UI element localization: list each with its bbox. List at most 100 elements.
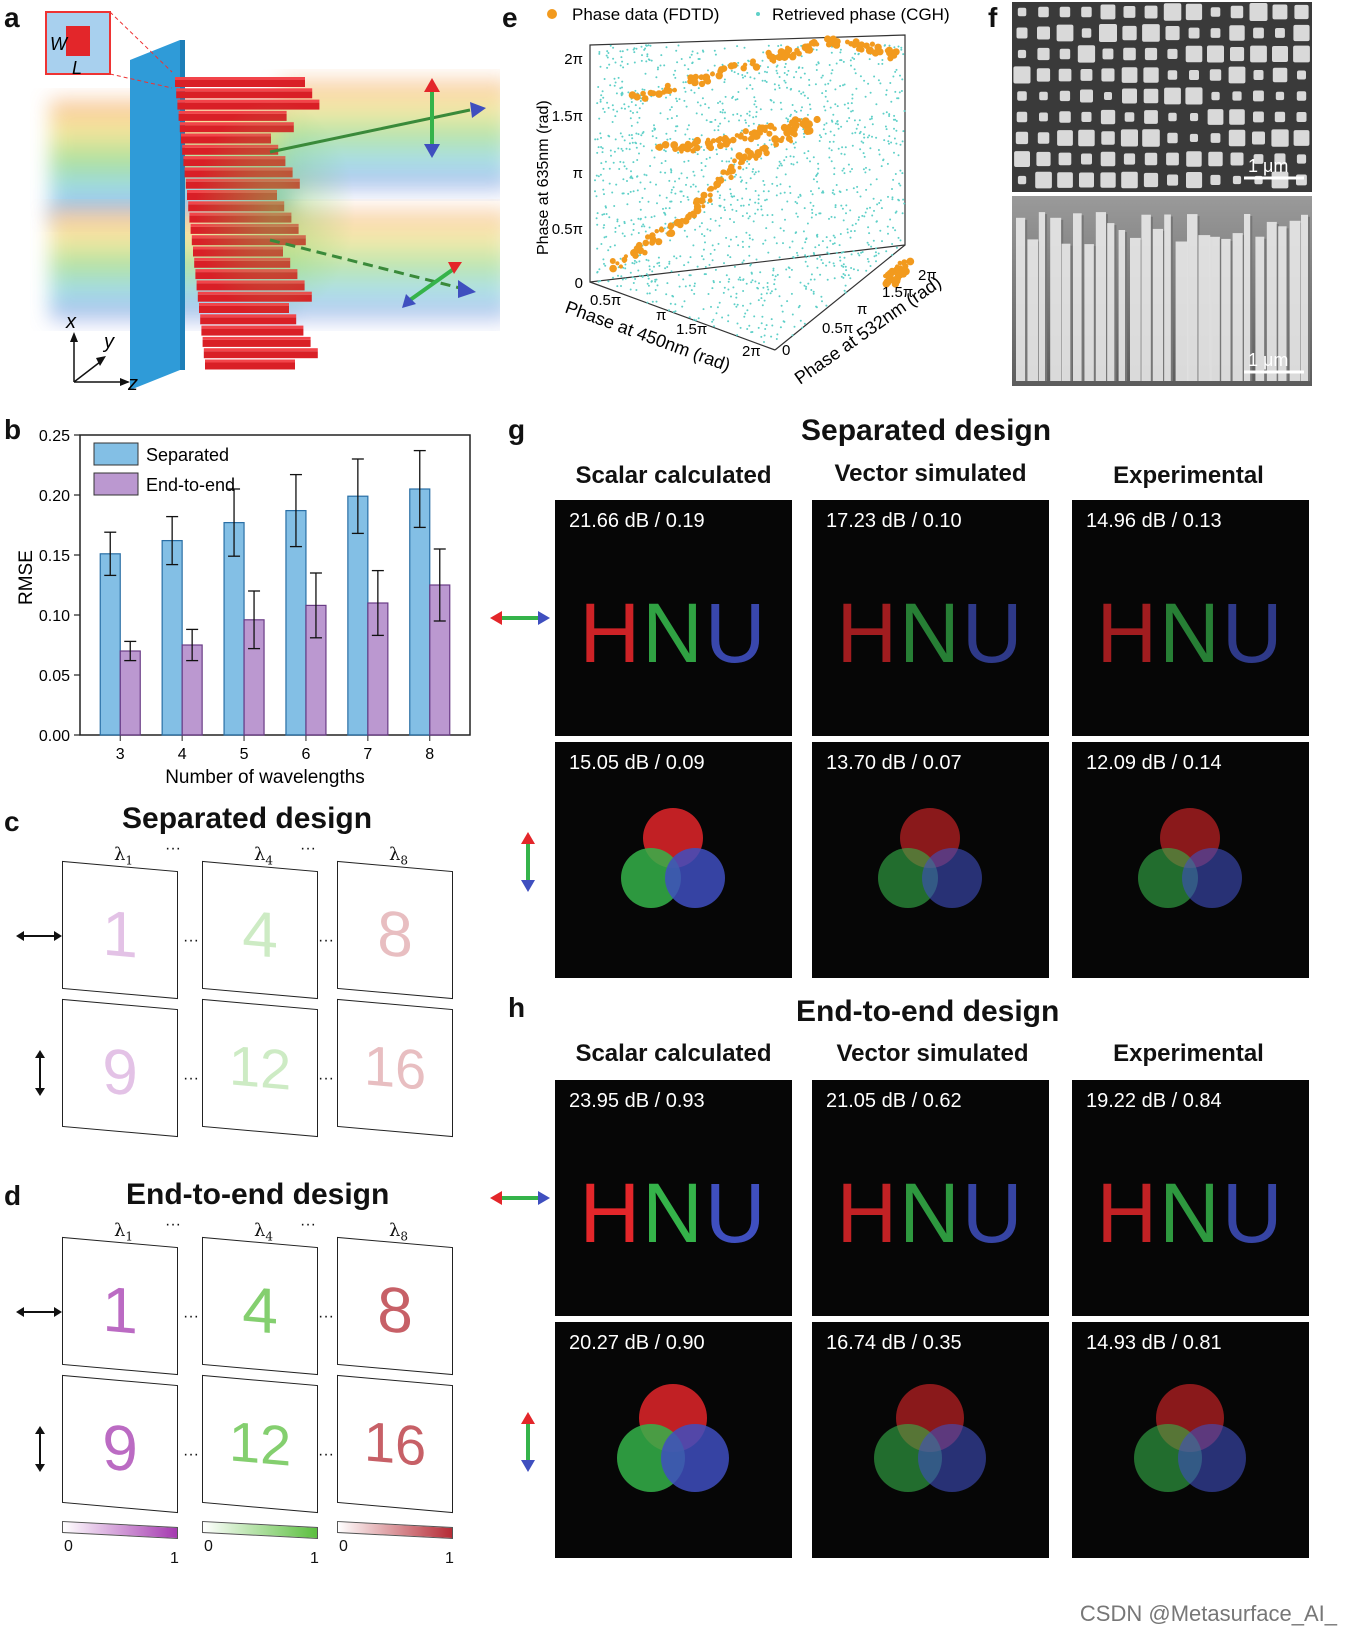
nanopillar-row xyxy=(203,351,318,359)
lambda-label: λ8 xyxy=(389,1220,409,1244)
psnr-ssim-metric: 21.66 dB / 0.19 xyxy=(569,510,705,532)
reconstruction-image: 19.22 dB / 0.84 HNU xyxy=(1072,1080,1309,1316)
hnu-text: HNU xyxy=(579,1165,768,1260)
x-tick-label: 3 xyxy=(116,746,125,763)
plot-frame xyxy=(79,434,471,736)
legend-swatch xyxy=(93,442,139,466)
y-tick-label: 0.05 xyxy=(39,668,70,685)
hologram-digit: 12 xyxy=(228,1033,292,1102)
color-circle xyxy=(896,1384,964,1452)
axis-y-icon xyxy=(73,361,101,383)
color-circle xyxy=(1178,1424,1246,1492)
panel-g-title: Separated design xyxy=(801,414,1052,447)
vertical-polarization-icon xyxy=(521,832,535,892)
psnr-ssim-metric: 23.95 dB / 0.93 xyxy=(569,1090,705,1112)
hnu-text: HNU xyxy=(836,1165,1025,1260)
hologram-frame: 8 xyxy=(337,860,453,1000)
legend-label: End-to-end xyxy=(146,475,235,495)
h-col-vector: Vector simulated xyxy=(836,1040,1029,1067)
colorbar-max-label: 1 xyxy=(445,1550,454,1567)
hnu-text: HNU xyxy=(1096,585,1285,680)
hnu-text: HNU xyxy=(1096,1165,1285,1260)
e-ylabel: Phase at 635nm (rad) xyxy=(535,100,552,255)
vertical-polarization-icon xyxy=(35,1426,45,1472)
x-tick-label: 8 xyxy=(425,746,434,763)
color-circle xyxy=(1134,1424,1202,1492)
horizontal-polarization-icon xyxy=(490,1191,550,1205)
hologram-digit: 8 xyxy=(377,896,413,972)
y-tick-label: 0.00 xyxy=(39,728,70,745)
inset-w-label: W xyxy=(50,34,69,54)
output-beam-bottom-arrow xyxy=(269,238,461,290)
y-tick-label: 0.10 xyxy=(39,608,70,625)
panel-h-title: End-to-end design xyxy=(796,995,1060,1028)
panel-c-holograms: λ1 λ4 λ8 ··· ··· 1 4 8 ··· ··· 9 12 16 ··· ··· xyxy=(0,840,480,1160)
color-circle xyxy=(621,848,681,908)
colorbar-min-label: 0 xyxy=(204,1538,213,1555)
z-ticks: 0 0.5π π 1.5π 2π xyxy=(782,267,937,359)
panel-d-holograms: λ1 λ4 λ8 ··· ··· 1 4 8 ··· ··· 9 12 16 ··· ··· 0 1 0 1 0 1 xyxy=(0,1216,480,1631)
svg-text:0.5π: 0.5π xyxy=(590,292,621,309)
svg-text:π: π xyxy=(573,165,583,182)
reconstruction-image: 17.23 dB / 0.10 HNU xyxy=(812,500,1049,736)
x-tick-label: 4 xyxy=(178,746,187,763)
x-tick-label: 5 xyxy=(240,746,249,763)
hologram-digit: 9 xyxy=(102,1410,138,1486)
panel-label-d: d xyxy=(4,1180,22,1211)
x-tick-label: 7 xyxy=(363,746,372,763)
reconstruction-image: 15.05 dB / 0.09 xyxy=(555,742,792,978)
scale-label-bottom: 1 μm xyxy=(1248,350,1288,370)
hologram-frame: 9 xyxy=(62,998,178,1138)
psnr-ssim-metric: 14.96 dB / 0.13 xyxy=(1086,510,1222,532)
axis-y-label: y xyxy=(102,331,115,353)
y-tick-label: 0.20 xyxy=(39,488,70,505)
color-circle xyxy=(874,1424,942,1492)
nanopillar-row xyxy=(200,317,297,325)
reconstruction-image: 14.96 dB / 0.13 HNU xyxy=(1072,500,1309,736)
axis-z-label: z xyxy=(127,373,138,395)
panel-label-h: h xyxy=(508,992,526,1023)
axis-x-label: x xyxy=(65,311,77,333)
chart-xlabel: Number of wavelengths xyxy=(165,767,365,788)
color-circle xyxy=(1182,848,1242,908)
hologram-digit: 1 xyxy=(102,1272,138,1348)
svg-text:1.5π: 1.5π xyxy=(676,321,707,338)
svg-text:0: 0 xyxy=(575,275,583,292)
svg-text:0.5π: 0.5π xyxy=(822,320,853,337)
bar-separated xyxy=(99,553,121,736)
psnr-ssim-metric: 20.27 dB / 0.90 xyxy=(569,1332,705,1354)
e-zlabel: Phase at 532nm (rad) xyxy=(791,272,945,388)
chart-ylabel: RMSE xyxy=(16,550,37,605)
color-circle xyxy=(922,848,982,908)
psnr-ssim-metric: 14.93 dB / 0.81 xyxy=(1086,1332,1222,1354)
nanopillar-row xyxy=(201,328,304,336)
svg-text:2π: 2π xyxy=(564,51,583,68)
lambda-label: λ1 xyxy=(114,844,134,868)
reconstruction-image: 20.27 dB / 0.90 xyxy=(555,1322,792,1558)
hologram-digit: 8 xyxy=(377,1272,413,1348)
psnr-ssim-metric: 16.74 dB / 0.35 xyxy=(826,1332,962,1354)
reconstruction-image: 12.09 dB / 0.14 xyxy=(1072,742,1309,978)
legend-fdtd-marker xyxy=(547,9,557,19)
reconstruction-image: 21.05 dB / 0.62 HNU xyxy=(812,1080,1049,1316)
color-circle xyxy=(639,1384,707,1452)
horizontal-polarization-icon xyxy=(490,611,550,625)
color-circle xyxy=(900,808,960,868)
hologram-frame: 9 xyxy=(62,1374,178,1514)
hologram-digit: 16 xyxy=(363,1033,427,1102)
legend-cgh-marker xyxy=(756,12,760,16)
lambda-label: λ4 xyxy=(254,844,274,868)
colorbar-min-label: 0 xyxy=(64,1538,73,1555)
cgh-point-cloud xyxy=(594,44,906,343)
nanopillar-row xyxy=(177,102,320,110)
legend-cgh-label: Retrieved phase (CGH) xyxy=(772,5,950,24)
legend-swatch xyxy=(93,472,139,496)
cube-frame xyxy=(589,34,906,351)
color-circle xyxy=(878,848,938,908)
reconstruction-image: 16.74 dB / 0.35 xyxy=(812,1322,1049,1558)
colorbar-min-label: 0 xyxy=(339,1538,348,1555)
inset-l-label: L xyxy=(72,58,82,78)
color-circle xyxy=(1160,808,1220,868)
h-col-experimental: Experimental xyxy=(1113,1040,1264,1067)
sem-top-view: 1 μm xyxy=(1012,2,1312,192)
